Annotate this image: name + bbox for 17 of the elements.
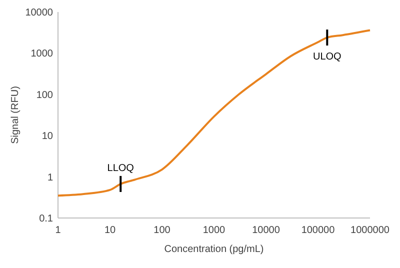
y-tick-label: 10 (42, 131, 54, 142)
x-axis-title: Concentration (pg/mL) (164, 244, 264, 255)
x-tick-label: 100 (154, 225, 171, 236)
x-tick-label: 100000 (301, 225, 336, 236)
x-tick-label: 1 (55, 225, 62, 236)
y-tick-label: 100 (36, 90, 54, 101)
x-tick-label: 1000 (202, 225, 226, 236)
y-axis-title: Signal (RFU) (10, 86, 21, 144)
annotation: ULOQ (312, 52, 342, 63)
y-tick-label: 1 (47, 172, 54, 184)
x-tick-label: 10000 (252, 225, 280, 236)
y-tick-label: 0.1 (39, 214, 54, 224)
x-tick-label: 1000000 (350, 225, 390, 236)
y-tick-label: 1000 (30, 48, 54, 60)
x-tick-label: 10 (104, 225, 116, 236)
y-tick-label: 10000 (25, 8, 54, 18)
annotation: LLOQ (107, 162, 134, 174)
